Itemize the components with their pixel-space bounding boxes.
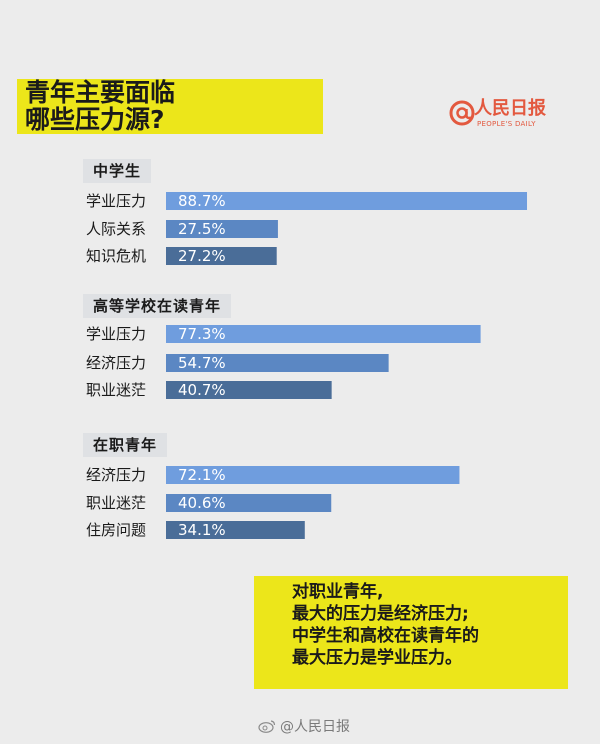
section-tag-working-youth: 在职青年 bbox=[83, 433, 168, 457]
conclusion-line-3: 中学生和高校在读青年的 bbox=[292, 626, 479, 646]
brand-subtitle: PEOPLE'S DAILY bbox=[477, 120, 536, 128]
section-tag-middle-school: 中学生 bbox=[83, 159, 152, 183]
bar bbox=[166, 192, 528, 210]
category-label: 学业压力 bbox=[86, 192, 146, 210]
data-label: 27.2% bbox=[178, 247, 226, 265]
weibo-icon bbox=[258, 720, 276, 733]
bar bbox=[166, 220, 278, 238]
bar bbox=[166, 494, 332, 512]
data-label: 88.7% bbox=[178, 192, 226, 210]
category-label: 经济压力 bbox=[86, 354, 146, 372]
data-label: 27.5% bbox=[178, 220, 226, 238]
category-label: 职业迷茫 bbox=[86, 494, 146, 512]
bar bbox=[166, 521, 305, 539]
conclusion-line-4: 最大压力是学业压力。 bbox=[292, 648, 462, 668]
data-label: 40.7% bbox=[178, 381, 226, 399]
conclusion-box: 对职业青年, 最大的压力是经济压力; 中学生和高校在读青年的 最大压力是学业压力… bbox=[254, 576, 568, 689]
section-tag-university: 高等学校在读青年 bbox=[83, 294, 232, 318]
bar bbox=[166, 354, 389, 372]
conclusion-line-2: 最大的压力是经济压力; bbox=[292, 604, 469, 624]
category-label: 职业迷茫 bbox=[86, 381, 146, 399]
bar bbox=[166, 247, 277, 265]
data-label: 34.1% bbox=[178, 521, 226, 539]
data-label: 77.3% bbox=[178, 325, 226, 343]
data-label: 72.1% bbox=[178, 466, 226, 484]
watermark-text: @人民日报 bbox=[280, 719, 350, 735]
title-box: 青年主要面临 哪些压力源? bbox=[17, 79, 323, 134]
data-label: 40.6% bbox=[178, 494, 226, 512]
watermark: @人民日报 bbox=[258, 715, 350, 739]
category-label: 学业压力 bbox=[86, 325, 146, 343]
category-label: 经济压力 bbox=[86, 466, 146, 484]
bar bbox=[166, 325, 481, 343]
conclusion-line-1: 对职业青年, bbox=[292, 582, 384, 602]
at-sign-icon bbox=[449, 100, 475, 126]
category-label: 知识危机 bbox=[86, 247, 146, 265]
category-label: 住房问题 bbox=[86, 521, 146, 539]
title-line-1: 青年主要面临 bbox=[25, 78, 176, 107]
bar bbox=[166, 381, 332, 399]
title-line-2: 哪些压力源? bbox=[25, 105, 165, 134]
bar bbox=[166, 466, 460, 484]
category-label: 人际关系 bbox=[86, 220, 146, 238]
brand-name: 人民日报 bbox=[474, 98, 546, 119]
people-daily-logo: 人民日报 PEOPLE'S DAILY bbox=[446, 97, 556, 137]
data-label: 54.7% bbox=[178, 354, 226, 372]
